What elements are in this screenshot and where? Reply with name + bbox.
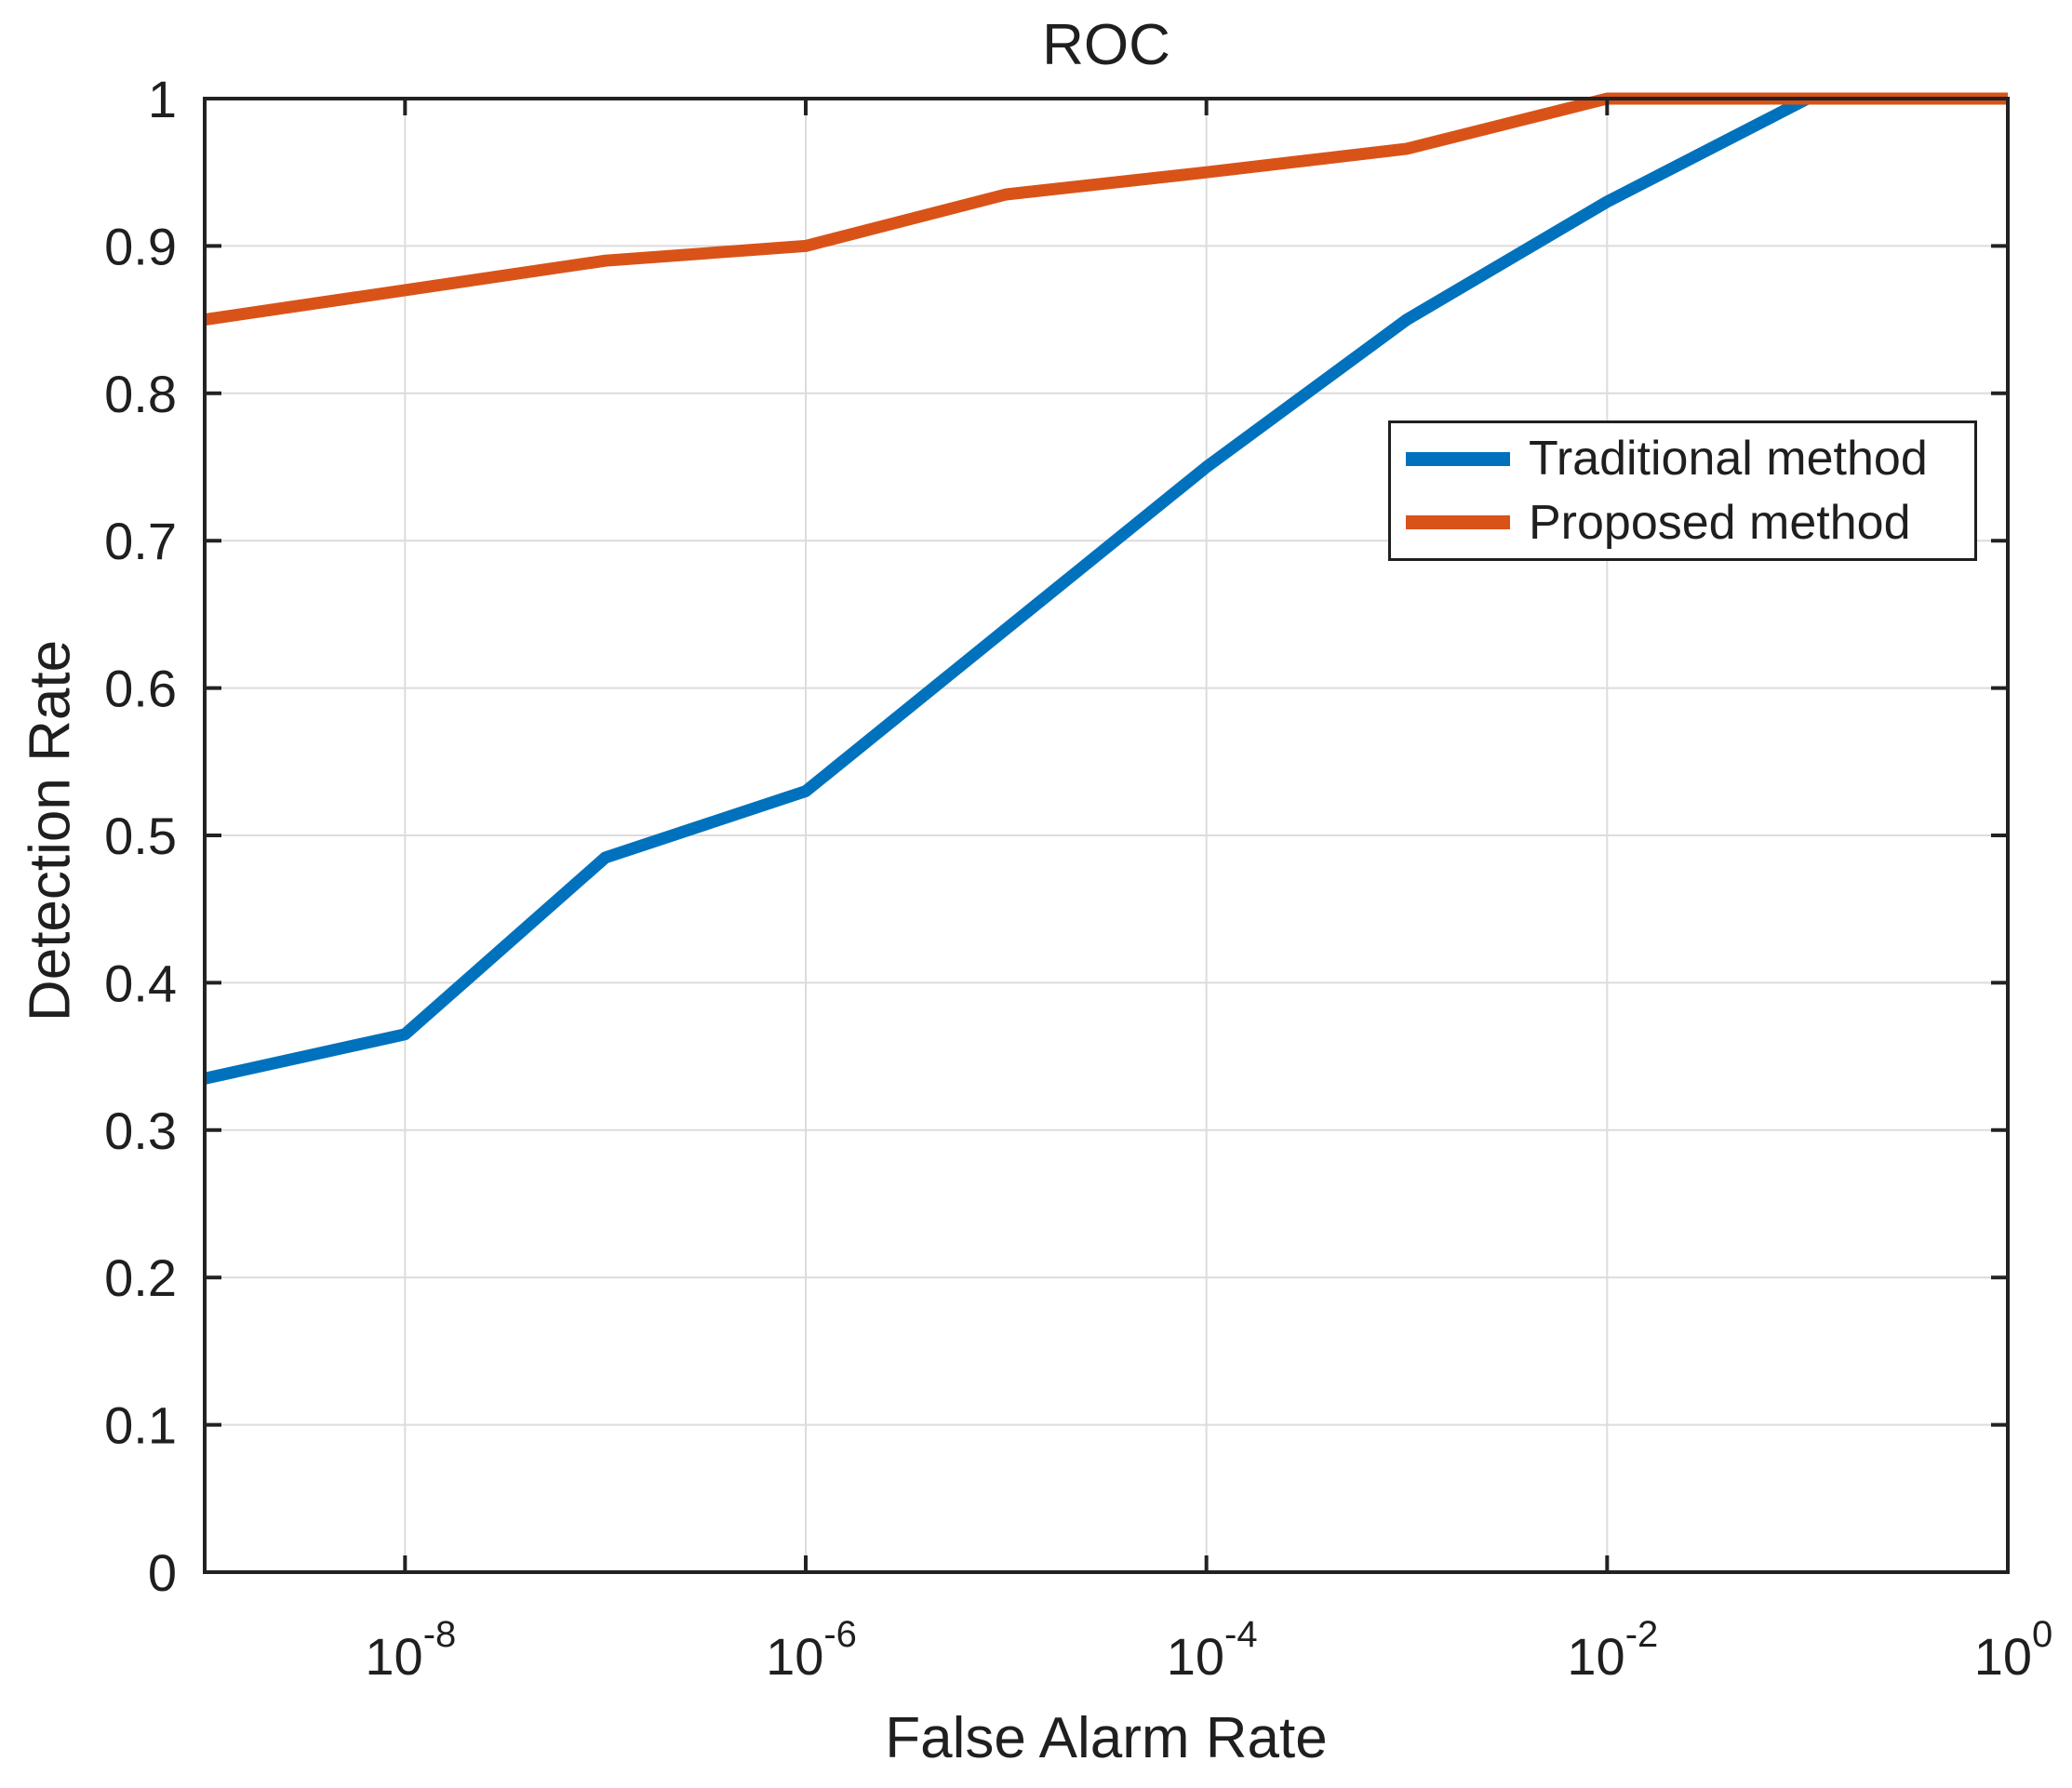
y-tick-label: 0 [148,1543,177,1602]
x-axis-label: False Alarm Rate [885,1706,1328,1770]
gridlines [205,99,2008,1572]
y-tick-label: 0.2 [104,1248,177,1307]
legend-entry-proposed: Proposed method [1406,495,1974,551]
y-tick-label: 0.1 [104,1396,177,1455]
y-tick-label: 0.6 [104,660,177,718]
y-tick-label: 0.9 [104,217,177,275]
legend-swatch-proposed-line [1406,515,1510,530]
y-tick-label: 0.8 [104,365,177,423]
y-axis-label: Detection Rate [18,639,83,1022]
y-tick-label: 0.4 [104,954,177,1012]
legend: Traditional method Proposed method [1388,420,1977,561]
legend-label-proposed: Proposed method [1529,495,1911,550]
tick-marks [205,97,2010,1574]
x-tick-label: 10-8 [365,1614,456,1686]
y-tick-label: 1 [148,70,177,128]
series-line-0 [203,92,2008,1085]
y-tick-label: 0.7 [104,512,177,570]
chart-title: ROC [1042,13,1170,77]
x-tick-label: 100 [1974,1614,2053,1686]
y-tick-label: 0.3 [104,1101,177,1160]
x-tick-labels: 10-8 10-6 10-4 10-2 100 [365,1614,2052,1686]
y-tick-label: 0.5 [104,807,177,865]
legend-entry-traditional: Traditional method [1406,431,1974,487]
legend-swatch-traditional-line [1406,451,1510,466]
x-tick-label: 10-4 [1167,1614,1258,1686]
x-tick-label: 10-6 [766,1614,857,1686]
y-tick-labels: 0 0.1 0.2 0.3 0.4 0.5 0.6 0.7 0.8 0.9 1 [104,70,177,1602]
x-tick-label: 10-2 [1567,1614,1658,1686]
legend-label-traditional: Traditional method [1529,432,1928,487]
